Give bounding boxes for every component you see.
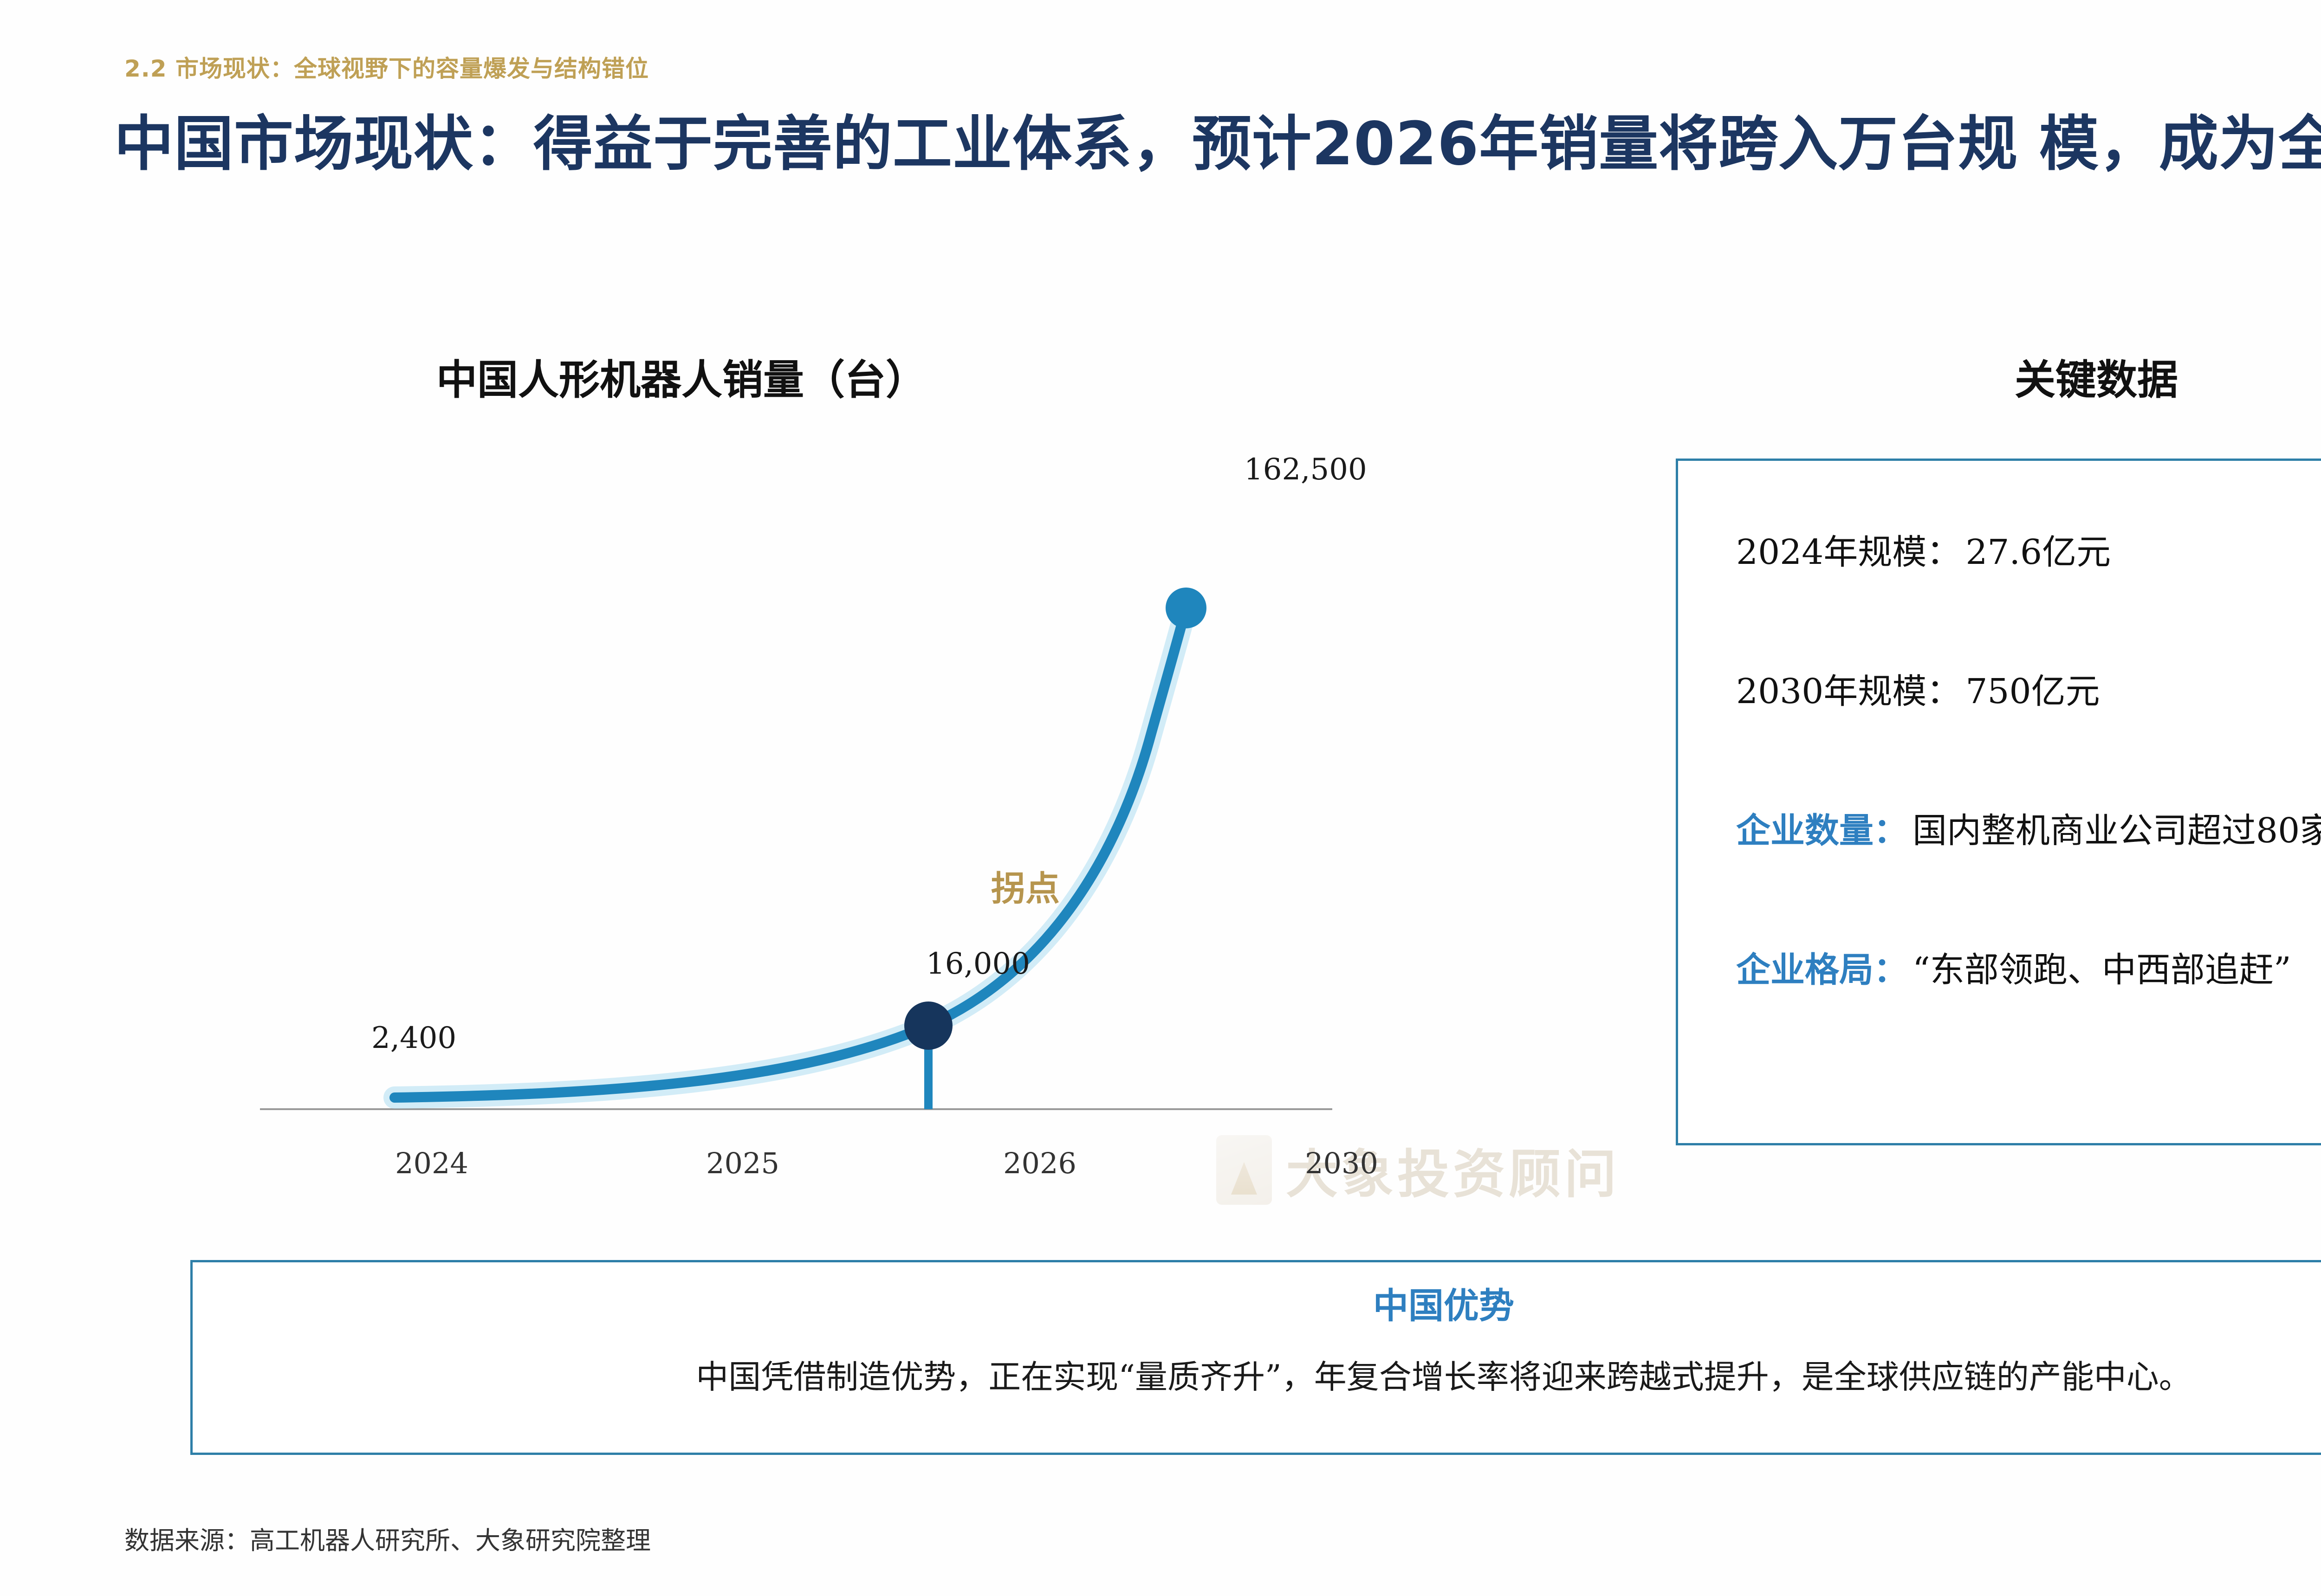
chart-title: 中国人形机器人销量（台） xyxy=(436,355,927,404)
key-data-row-company-landscape: 企业格局： “东部领跑、中西部追赶” xyxy=(1736,942,2321,1081)
key-data-label-company-landscape: 企业格局： xyxy=(1736,950,1908,990)
inflection-point-marker xyxy=(904,1002,953,1050)
data-label-2026: 16,000 xyxy=(926,947,1030,981)
key-data-label-company-count: 企业数量： xyxy=(1736,811,1908,851)
curve-glow xyxy=(383,597,1197,1109)
key-data-row-2030-scale: 2030年规模： 750亿元 xyxy=(1736,664,2321,803)
data-label-2024: 2,400 xyxy=(371,1021,457,1055)
endpoint-marker-2030 xyxy=(1166,588,1206,628)
key-data-label-2024-scale: 2024年规模： xyxy=(1736,532,1961,572)
key-data-value-2024-scale: 27.6亿元 xyxy=(1965,532,2111,572)
x-tick-2025: 2025 xyxy=(706,1146,779,1180)
x-tick-2030: 2030 xyxy=(1305,1146,1378,1180)
data-source-note: 数据来源：高工机器人研究所、大象研究院整理 xyxy=(124,1526,651,1555)
china-advantage-body: 中国凭借制造优势，正在实现“量质齐升”，年复合增长率将迎来跨越式提升，是全球供应… xyxy=(696,1358,2191,1396)
chart-svg xyxy=(260,588,1332,1110)
key-data-row-2024-scale: 2024年规模： 27.6亿元 xyxy=(1736,524,2321,664)
inflection-annotation: 拐点 xyxy=(991,869,1060,909)
key-data-value-2030-scale: 750亿元 xyxy=(1965,672,2100,711)
key-data-value-company-landscape: “东部领跑、中西部追赶” xyxy=(1913,950,2291,990)
page-title-line-2: 模，成为全球核心增长极 xyxy=(2039,110,2321,179)
key-data-row-company-count: 企业数量： 国内整机商业公司超过80家 xyxy=(1736,803,2321,942)
sales-curve xyxy=(389,603,1191,1103)
key-data-heading: 关键数据 xyxy=(2015,355,2178,404)
x-tick-2026: 2026 xyxy=(1003,1146,1076,1180)
china-advantage-heading: 中国优势 xyxy=(1373,1285,1514,1326)
china-advantage-box xyxy=(190,1260,2321,1455)
breadcrumb: 2.2 市场现状：全球视野下的容量爆发与结构错位 xyxy=(124,55,649,82)
key-data-box xyxy=(1676,459,2321,1145)
sales-line-chart: 大象投资顾问 xyxy=(260,408,1616,1205)
page-title-line-1: 中国市场现状：得益于完善的工业体系，预计2026年销量将跨入万台规 xyxy=(114,110,2018,179)
x-tick-2024: 2024 xyxy=(395,1146,468,1180)
page-title: 中国市场现状：得益于完善的工业体系，预计2026年销量将跨入万台规 模，成为全球… xyxy=(114,106,2321,183)
data-label-2030: 162,500 xyxy=(1244,452,1367,487)
key-data-value-company-count: 国内整机商业公司超过80家 xyxy=(1913,811,2321,851)
key-data-label-2030-scale: 2030年规模： xyxy=(1736,672,1961,711)
key-data-list: 2024年规模： 27.6亿元 2030年规模： 750亿元 企业数量： 国内整… xyxy=(1736,524,2321,1081)
